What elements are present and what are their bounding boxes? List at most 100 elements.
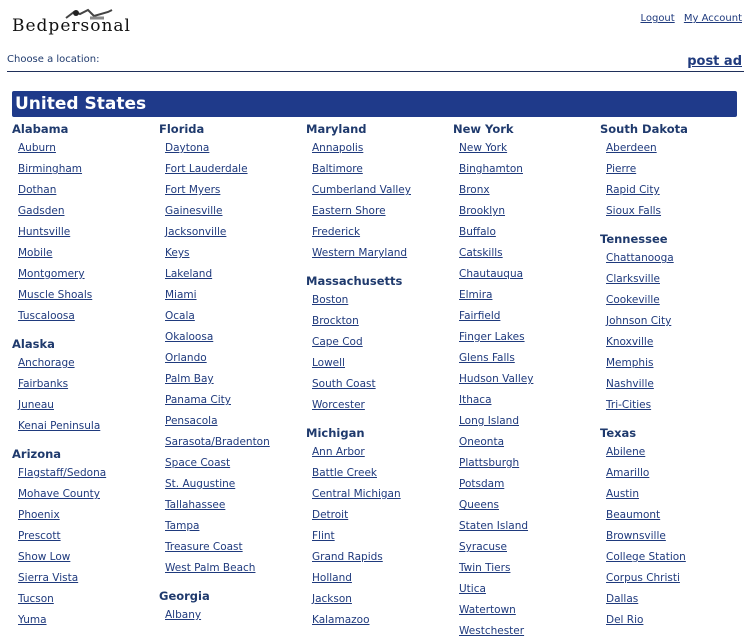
city-link[interactable]: Tallahassee <box>165 499 226 511</box>
city-link[interactable]: Watertown <box>459 604 516 616</box>
city-link[interactable]: Grand Rapids <box>312 551 383 563</box>
city-link[interactable]: Potsdam <box>459 478 505 490</box>
city-link[interactable]: Abilene <box>606 446 646 458</box>
city-link[interactable]: Panama City <box>165 394 231 406</box>
city-link[interactable]: Jackson <box>312 593 352 605</box>
city-link[interactable]: Oneonta <box>459 436 505 448</box>
city-link[interactable]: Sioux Falls <box>606 205 662 217</box>
city-link[interactable]: Worcester <box>312 399 365 411</box>
post-ad-link[interactable]: post ad <box>687 54 742 69</box>
city-link[interactable]: Treasure Coast <box>165 541 243 553</box>
city-link[interactable]: Memphis <box>606 357 654 369</box>
city-link[interactable]: Finger Lakes <box>459 331 525 343</box>
city-link[interactable]: Holland <box>312 572 352 584</box>
logo[interactable]: Bedpersonal <box>12 6 162 38</box>
city-link[interactable]: Juneau <box>18 399 54 411</box>
city-link[interactable]: Brockton <box>312 315 359 327</box>
city-link[interactable]: Catskills <box>459 247 503 259</box>
city-link[interactable]: Plattsburgh <box>459 457 520 469</box>
city-link[interactable]: Fairbanks <box>18 378 69 390</box>
city-link[interactable]: Tucson <box>18 593 54 605</box>
city-link[interactable]: Queens <box>459 499 499 511</box>
city-link[interactable]: South Coast <box>312 378 376 390</box>
city-link[interactable]: Glens Falls <box>459 352 515 364</box>
city-link[interactable]: Keys <box>165 247 190 259</box>
city-link[interactable]: Del Rio <box>606 614 644 626</box>
city-link[interactable]: Miami <box>165 289 197 301</box>
city-link[interactable]: Dothan <box>18 184 57 196</box>
city-link[interactable]: Montgomery <box>18 268 85 280</box>
city-link[interactable]: Detroit <box>312 509 349 521</box>
city-link[interactable]: Palm Bay <box>165 373 214 385</box>
city-link[interactable]: Flagstaff/Sedona <box>18 467 107 479</box>
city-link[interactable]: Brooklyn <box>459 205 506 217</box>
city-link[interactable]: Lowell <box>312 357 345 369</box>
city-link[interactable]: Buffalo <box>459 226 496 238</box>
city-link[interactable]: Chattanooga <box>606 252 674 264</box>
city-link[interactable]: Okaloosa <box>165 331 214 343</box>
city-link[interactable]: Daytona <box>165 142 210 154</box>
city-link[interactable]: New York <box>459 142 508 154</box>
city-link[interactable]: Syracuse <box>459 541 507 553</box>
city-link[interactable]: Birmingham <box>18 163 83 175</box>
city-link[interactable]: Frederick <box>312 226 361 238</box>
city-link[interactable]: Battle Creek <box>312 467 378 479</box>
city-link[interactable]: Albany <box>165 609 202 621</box>
city-link[interactable]: Lakeland <box>165 268 213 280</box>
city-link[interactable]: Fort Myers <box>165 184 221 196</box>
city-link[interactable]: Fairfield <box>459 310 501 322</box>
city-link[interactable]: Johnson City <box>606 315 672 327</box>
city-link[interactable]: Bronx <box>459 184 490 196</box>
city-link[interactable]: Gadsden <box>18 205 65 217</box>
city-link[interactable]: Nashville <box>606 378 654 390</box>
city-link[interactable]: Aberdeen <box>606 142 657 154</box>
city-link[interactable]: Binghamton <box>459 163 523 175</box>
city-link[interactable]: College Station <box>606 551 686 563</box>
city-link[interactable]: Yuma <box>18 614 47 626</box>
city-link[interactable]: Eastern Shore <box>312 205 386 217</box>
city-link[interactable]: Hudson Valley <box>459 373 534 385</box>
city-link[interactable]: Tampa <box>165 520 200 532</box>
city-link[interactable]: Clarksville <box>606 273 660 285</box>
city-link[interactable]: Rapid City <box>606 184 660 196</box>
city-link[interactable]: Knoxville <box>606 336 654 348</box>
city-link[interactable]: Twin Tiers <box>459 562 511 574</box>
city-link[interactable]: Phoenix <box>18 509 60 521</box>
city-link[interactable]: Muscle Shoals <box>18 289 93 301</box>
city-link[interactable]: Elmira <box>459 289 493 301</box>
city-link[interactable]: Staten Island <box>459 520 529 532</box>
city-link[interactable]: Dallas <box>606 593 639 605</box>
city-link[interactable]: Auburn <box>18 142 56 154</box>
city-link[interactable]: Gainesville <box>165 205 223 217</box>
city-link[interactable]: Tuscaloosa <box>18 310 75 322</box>
city-link[interactable]: Orlando <box>165 352 207 364</box>
city-link[interactable]: West Palm Beach <box>165 562 256 574</box>
city-link[interactable]: Flint <box>312 530 335 542</box>
city-link[interactable]: Show Low <box>18 551 71 563</box>
city-link[interactable]: Annapolis <box>312 142 364 154</box>
city-link[interactable]: Fort Lauderdale <box>165 163 248 175</box>
city-link[interactable]: Chautauqua <box>459 268 524 280</box>
city-link[interactable]: Mohave County <box>18 488 100 500</box>
city-link[interactable]: Huntsville <box>18 226 71 238</box>
city-link[interactable]: Sarasota/Bradenton <box>165 436 270 448</box>
logout-link[interactable]: Logout <box>640 13 675 24</box>
city-link[interactable]: Central Michigan <box>312 488 401 500</box>
city-link[interactable]: Corpus Christi <box>606 572 680 584</box>
city-link[interactable]: Western Maryland <box>312 247 408 259</box>
city-link[interactable]: Sierra Vista <box>18 572 79 584</box>
city-link[interactable]: Jacksonville <box>165 226 227 238</box>
city-link[interactable]: Ithaca <box>459 394 492 406</box>
city-link[interactable]: Amarillo <box>606 467 650 479</box>
city-link[interactable]: Cape Cod <box>312 336 363 348</box>
city-link[interactable]: Westchester <box>459 625 525 637</box>
city-link[interactable]: Ocala <box>165 310 195 322</box>
city-link[interactable]: Long Island <box>459 415 519 427</box>
city-link[interactable]: Tri-Cities <box>606 399 652 411</box>
city-link[interactable]: Prescott <box>18 530 61 542</box>
city-link[interactable]: Anchorage <box>18 357 75 369</box>
city-link[interactable]: Mobile <box>18 247 53 259</box>
city-link[interactable]: Pierre <box>606 163 637 175</box>
city-link[interactable]: St. Augustine <box>165 478 236 490</box>
city-link[interactable]: Utica <box>459 583 486 595</box>
